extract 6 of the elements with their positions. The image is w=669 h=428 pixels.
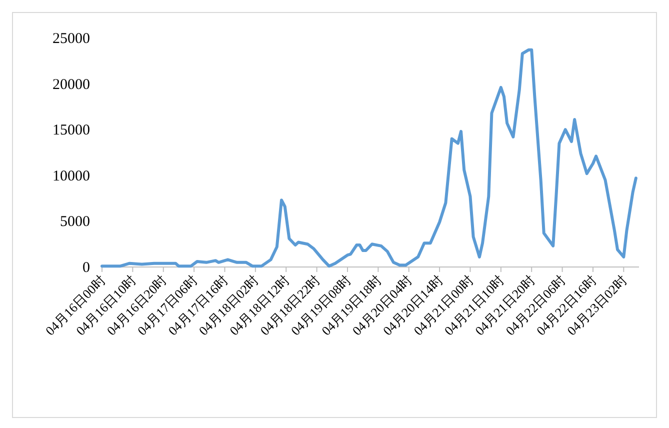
y-tick-label: 10000 <box>52 168 90 184</box>
y-tick-label: 15000 <box>52 122 90 139</box>
y-tick-label: 0 <box>82 260 90 276</box>
y-tick-label: 25000 <box>52 31 90 47</box>
y-tick-label: 20000 <box>52 76 90 93</box>
y-tick-label: 5000 <box>60 214 90 230</box>
